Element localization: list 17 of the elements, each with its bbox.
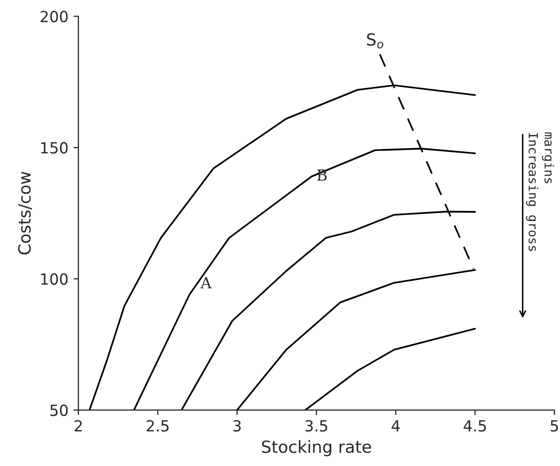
- x-tick-label: 2: [74, 420, 82, 432]
- x-tick-label: 4: [392, 420, 400, 432]
- line-series: [304, 328, 476, 410]
- y-tick-label: 200: [40, 10, 68, 22]
- y-axis-title: Costs/cow: [18, 172, 32, 254]
- x-tick-label: 2.5: [146, 420, 169, 432]
- annotation: A: [200, 277, 212, 288]
- series-label: S$_{o}$: [367, 33, 384, 48]
- y-tick-label: 150: [41, 142, 68, 154]
- x-tick-label: 5: [550, 420, 558, 432]
- x-tick-label: 3.5: [305, 420, 328, 432]
- x-tick-label: 3: [233, 420, 241, 432]
- y-tick-label: 100: [41, 273, 68, 285]
- x-axis-title: Stocking rate: [262, 440, 372, 456]
- y-tick-label: 50: [50, 404, 68, 416]
- x-tick-label: 4.5: [464, 420, 486, 432]
- annotation: Increasing gross margins: [526, 132, 554, 251]
